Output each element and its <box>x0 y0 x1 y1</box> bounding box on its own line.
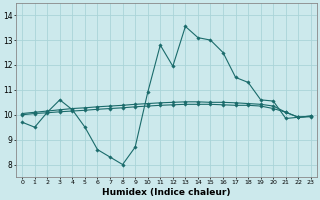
X-axis label: Humidex (Indice chaleur): Humidex (Indice chaleur) <box>102 188 231 197</box>
